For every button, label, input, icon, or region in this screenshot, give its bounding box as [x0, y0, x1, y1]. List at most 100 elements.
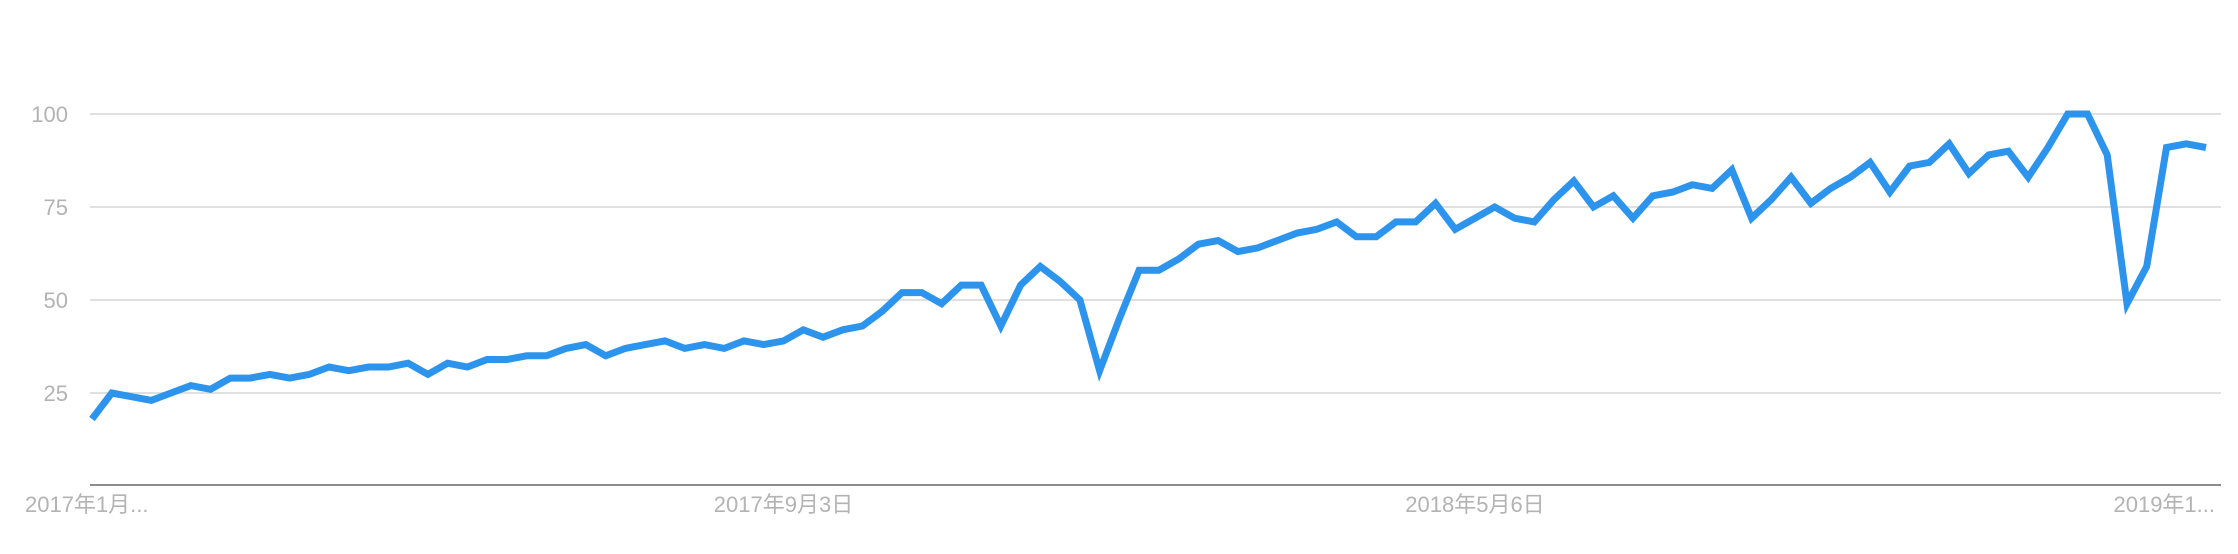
data-point [287, 375, 293, 381]
data-point [622, 345, 628, 351]
data-point [1195, 241, 1201, 247]
data-point [583, 342, 589, 348]
data-point [405, 360, 411, 366]
data-point [168, 390, 174, 396]
data-point [781, 338, 787, 344]
data-point [702, 342, 708, 348]
data-point [2005, 148, 2011, 154]
data-point [1136, 267, 1142, 273]
data-point [820, 334, 826, 340]
data-point [1551, 197, 1557, 203]
data-point [1808, 200, 1814, 206]
data-point [445, 360, 451, 366]
data-point [1176, 256, 1182, 262]
data-point [1986, 152, 1992, 158]
x-tick-label-2: 2018年5月6日 [1405, 492, 1544, 517]
data-point [1610, 193, 1616, 199]
data-point [1650, 193, 1656, 199]
data-point [800, 327, 806, 333]
x-tick-label-3: 2019年1... [2113, 492, 2215, 517]
data-point [89, 416, 95, 422]
data-point [247, 375, 253, 381]
data-point [1353, 234, 1359, 240]
data-point [1828, 185, 1834, 191]
data-point [741, 338, 747, 344]
data-point [1057, 278, 1063, 284]
data-point [425, 371, 431, 377]
data-point [1433, 200, 1439, 206]
data-point [1077, 297, 1083, 303]
x-tick-label-1: 2017年9月3日 [714, 492, 853, 517]
data-point [939, 301, 945, 307]
data-point [326, 364, 332, 370]
data-point [1670, 189, 1676, 195]
data-point [1334, 219, 1340, 225]
data-point [109, 390, 115, 396]
data-point [1630, 215, 1636, 221]
data-point [919, 290, 925, 296]
data-point [2025, 174, 2031, 180]
data-point [366, 364, 372, 370]
data-point [1887, 189, 1893, 195]
data-point [1116, 316, 1122, 322]
data-point [2045, 145, 2051, 151]
data-point [148, 397, 154, 403]
data-point [1926, 159, 1932, 165]
data-point [1788, 174, 1794, 180]
x-tick-label-0: 2017年1月... [25, 492, 149, 517]
data-point [1274, 238, 1280, 244]
data-point [1729, 167, 1735, 173]
data-point [1749, 215, 1755, 221]
data-point [1966, 171, 1972, 177]
data-point [188, 383, 194, 389]
data-point [958, 282, 964, 288]
data-point [1097, 368, 1103, 374]
data-point [642, 342, 648, 348]
data-point [1512, 215, 1518, 221]
data-point [504, 357, 510, 363]
data-point [1907, 163, 1913, 169]
data-point [543, 353, 549, 359]
data-point [1373, 234, 1379, 240]
data-point [1571, 178, 1577, 184]
data-point [899, 290, 905, 296]
data-point [1413, 219, 1419, 225]
data-point [1215, 238, 1221, 244]
data-point [1472, 215, 1478, 221]
data-point [2203, 145, 2209, 151]
data-point [1018, 282, 1024, 288]
data-point [227, 375, 233, 381]
data-point [1946, 141, 1952, 147]
data-point [1452, 226, 1458, 232]
data-point [1235, 249, 1241, 255]
data-point [346, 368, 352, 374]
data-point [1591, 204, 1597, 210]
gridlines [90, 113, 2221, 394]
data-point [1492, 204, 1498, 210]
data-point [1255, 245, 1261, 251]
data-point [385, 364, 391, 370]
data-point [267, 371, 273, 377]
series-group [89, 110, 2209, 422]
series-line-0 [89, 110, 2207, 422]
data-point [1156, 267, 1162, 273]
data-point [464, 364, 470, 370]
data-point [129, 394, 135, 400]
data-point [682, 345, 688, 351]
data-point [2104, 152, 2110, 158]
data-point [2065, 111, 2071, 117]
data-point [761, 342, 767, 348]
data-point [1709, 185, 1715, 191]
data-point [524, 353, 530, 359]
x-axis-tick-labels: 2017年1月... 2017年9月3日 2018年5月6日 2019年1... [25, 492, 2215, 517]
data-point [563, 345, 569, 351]
data-point [484, 357, 490, 363]
data-point [208, 386, 214, 392]
data-point [2085, 111, 2091, 117]
y-axis-tick-labels: 25 50 75 100 [31, 102, 68, 406]
data-point [2183, 141, 2189, 147]
y-tick-label-75: 75 [44, 195, 68, 220]
data-point [998, 323, 1004, 329]
data-point [1037, 264, 1043, 270]
